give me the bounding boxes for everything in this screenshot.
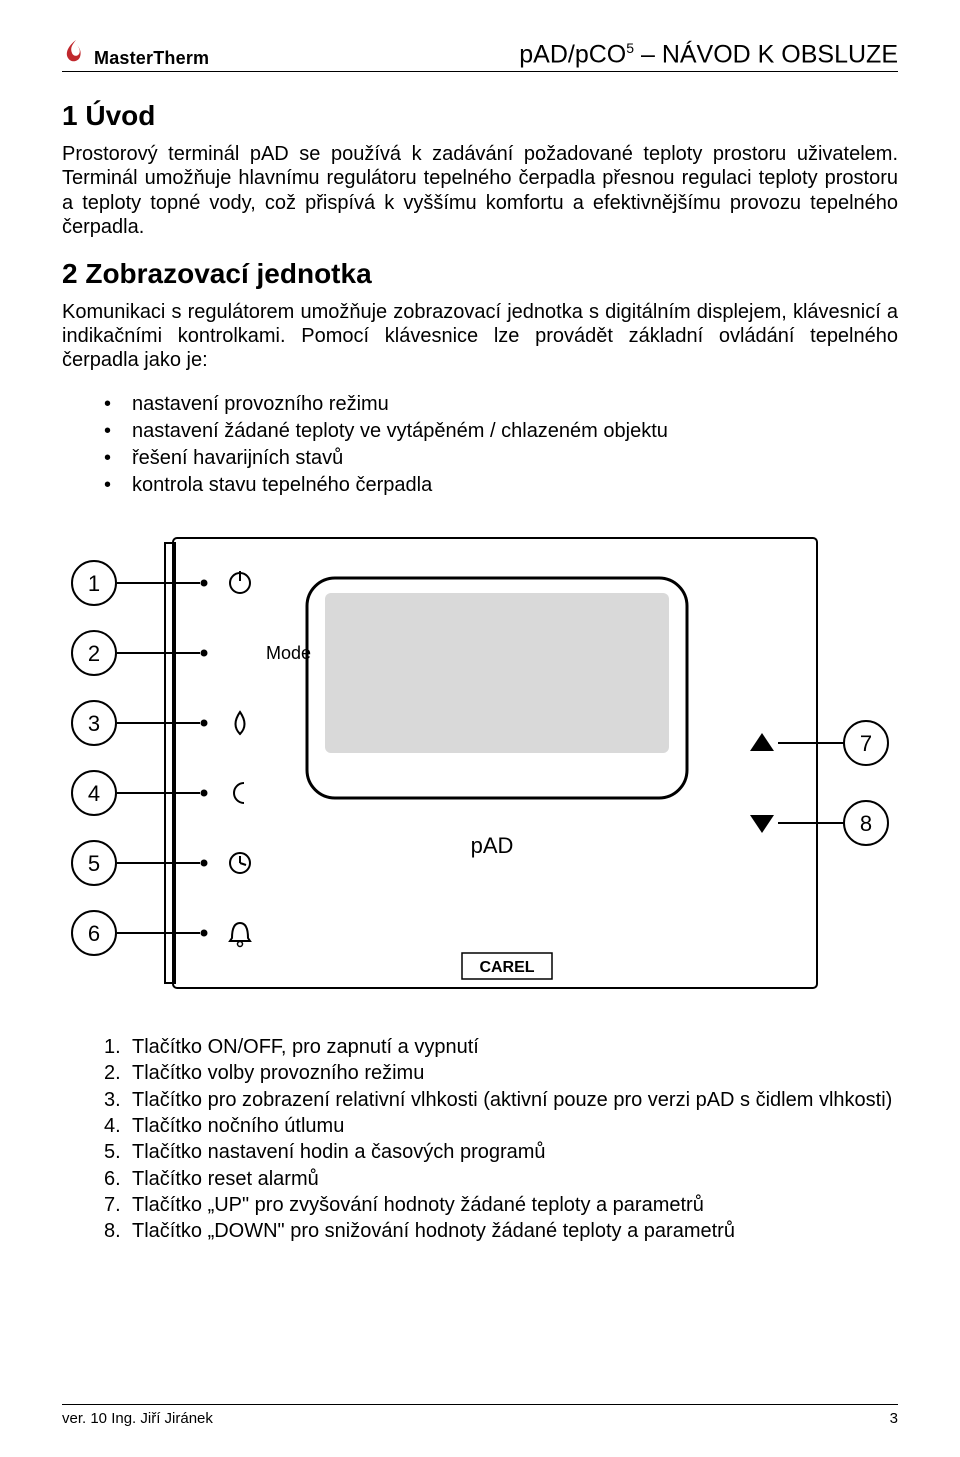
list-item: nastavení provozního režimu (104, 391, 898, 418)
logo-block: MasterTherm (62, 38, 209, 69)
list-item-text: Tlačítko ON/OFF, pro zapnutí a vypnutí (132, 1036, 479, 1058)
section1-heading: 1 Úvod (62, 100, 898, 132)
svg-text:5: 5 (88, 851, 100, 876)
list-item: kontrola stavu tepelného čerpadla (104, 472, 898, 499)
header: MasterTherm pAD/pCO5 – NÁVOD K OBSLUZE (62, 38, 898, 72)
footer-page-number: 3 (890, 1410, 898, 1427)
svg-text:8: 8 (860, 811, 872, 836)
list-item-text: Tlačítko volby provozního režimu (132, 1062, 424, 1084)
bullet-list: nastavení provozního režimu nastavení žá… (104, 391, 898, 499)
svg-text:CAREL: CAREL (479, 959, 534, 976)
svg-text:Mode: Mode (266, 643, 311, 663)
list-item: 7.Tlačítko „UP" pro zvyšování hodnoty žá… (104, 1192, 898, 1218)
section1-para: Prostorový terminál pAD se používá k zad… (62, 142, 898, 240)
list-item: 3.Tlačítko pro zobrazení relativní vlhko… (104, 1087, 898, 1113)
list-item-text: Tlačítko „DOWN" pro snižování hodnoty žá… (132, 1220, 735, 1242)
list-item-text: Tlačítko nočního útlumu (132, 1115, 344, 1137)
svg-text:7: 7 (860, 731, 872, 756)
header-title: pAD/pCO5 – NÁVOD K OBSLUZE (519, 40, 898, 69)
list-item: 2.Tlačítko volby provozního režimu (104, 1060, 898, 1086)
list-item: řešení havarijních stavů (104, 445, 898, 472)
svg-text:6: 6 (88, 921, 100, 946)
logo-text: MasterTherm (94, 48, 209, 69)
numbered-list: 1.Tlačítko ON/OFF, pro zapnutí a vypnutí… (104, 1034, 898, 1245)
list-item: 5.Tlačítko nastavení hodin a časových pr… (104, 1139, 898, 1165)
header-title-prefix: pAD/pCO (519, 40, 626, 68)
section2-para1: Komunikaci s regulátorem umožňuje zobraz… (62, 300, 898, 373)
svg-text:pAD: pAD (471, 833, 514, 858)
svg-text:4: 4 (88, 781, 100, 806)
svg-text:2: 2 (88, 641, 100, 666)
section2-heading: 2 Zobrazovací jednotka (62, 258, 898, 290)
list-item-text: Tlačítko reset alarmů (132, 1168, 319, 1190)
footer: ver. 10 Ing. Jiří Jiránek 3 (62, 1404, 898, 1427)
list-item: 1.Tlačítko ON/OFF, pro zapnutí a vypnutí (104, 1034, 898, 1060)
list-item-text: Tlačítko „UP" pro zvyšování hodnoty žáda… (132, 1194, 704, 1216)
list-item: 6.Tlačítko reset alarmů (104, 1166, 898, 1192)
header-title-suffix: – NÁVOD K OBSLUZE (634, 40, 898, 68)
logo-flame-icon (62, 38, 90, 69)
device-diagram: pAD CAREL Mode 1 2 3 4 5 6 7 8 (62, 523, 898, 1008)
list-item-text: Tlačítko nastavení hodin a časových prog… (132, 1141, 546, 1163)
header-title-sup: 5 (626, 40, 634, 56)
footer-version: ver. 10 Ing. Jiří Jiránek (62, 1410, 213, 1427)
list-item: 8.Tlačítko „DOWN" pro snižování hodnoty … (104, 1218, 898, 1244)
page: MasterTherm pAD/pCO5 – NÁVOD K OBSLUZE 1… (0, 0, 960, 1457)
list-item: nastavení žádané teploty ve vytápěném / … (104, 418, 898, 445)
svg-text:3: 3 (88, 711, 100, 736)
list-item: 4.Tlačítko nočního útlumu (104, 1113, 898, 1139)
svg-text:1: 1 (88, 571, 100, 596)
list-item-text: Tlačítko pro zobrazení relativní vlhkost… (132, 1089, 892, 1111)
